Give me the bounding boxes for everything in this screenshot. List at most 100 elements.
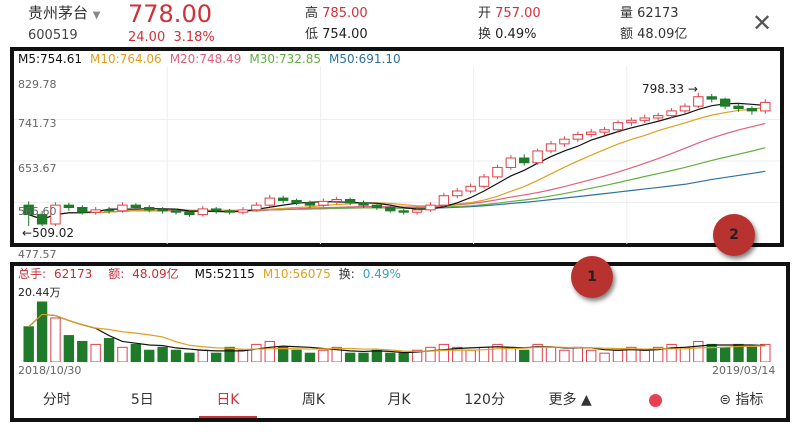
candle xyxy=(639,117,650,121)
y-tick: 653.67 xyxy=(18,162,57,175)
tab-more[interactable]: 更多 ▲ xyxy=(548,392,592,408)
y-tick: 565.60 xyxy=(18,205,57,218)
ma10-line xyxy=(28,106,766,220)
candle xyxy=(505,157,517,168)
volume-max-label: 20.44万 xyxy=(18,286,61,299)
candle xyxy=(599,129,610,133)
candle xyxy=(344,198,356,204)
volume-bar xyxy=(344,352,356,362)
volume-bar xyxy=(612,349,624,362)
volume-bar xyxy=(385,352,396,362)
volume-bar xyxy=(170,349,182,362)
candle xyxy=(679,105,691,112)
tab-weekly-k[interactable]: 周K xyxy=(301,392,326,408)
volume-bar xyxy=(23,326,34,362)
volume-bar xyxy=(586,349,597,362)
indicator-icon: ⊜ xyxy=(719,392,731,408)
volume-bar xyxy=(599,352,610,362)
candle xyxy=(425,204,436,211)
candle xyxy=(277,197,289,201)
candle xyxy=(545,143,557,152)
y-tick: 829.78 xyxy=(18,78,57,91)
volume-bar xyxy=(36,301,48,362)
candle xyxy=(304,202,316,206)
candle xyxy=(465,185,476,192)
candle xyxy=(411,209,423,213)
volume-bar xyxy=(304,352,316,362)
candle xyxy=(719,98,731,107)
candle xyxy=(438,195,450,206)
period-tabs: 分时 5日 日K 周K 月K 120分 更多 ▲ ⊜ 指标 xyxy=(14,384,784,418)
red-dot-icon xyxy=(649,393,663,407)
candle xyxy=(251,204,262,211)
x-start-label: 2018/10/30 xyxy=(18,364,82,377)
volume-bar xyxy=(291,349,302,362)
candle xyxy=(117,204,128,212)
vol-ma5-line xyxy=(28,313,766,354)
candle xyxy=(693,96,704,107)
stock-name-dropdown[interactable]: 贵州茅台 ▼ xyxy=(28,4,101,25)
volume-bar xyxy=(184,352,195,362)
candle xyxy=(36,214,48,225)
volume-chart[interactable] xyxy=(14,300,780,362)
last-price: 778.00 xyxy=(128,0,212,28)
candle xyxy=(626,119,637,124)
volume-bar xyxy=(679,346,691,362)
candle xyxy=(144,207,155,211)
candle xyxy=(224,210,235,213)
volume-bar xyxy=(519,349,530,362)
volume-bar xyxy=(211,352,222,362)
kline-frame xyxy=(10,47,784,247)
close-icon[interactable]: ✕ xyxy=(752,9,773,37)
candle xyxy=(157,209,168,212)
stock-code: 600519 xyxy=(28,28,78,43)
annotation-badge-1: 1 xyxy=(571,256,613,298)
turnover-stat: 换 0.49% xyxy=(478,27,537,42)
tab-indicators[interactable]: ⊜ 指标 xyxy=(719,392,764,408)
volume-bar xyxy=(358,352,369,362)
volume-bar xyxy=(144,349,155,362)
candle xyxy=(237,209,249,213)
volume-bar xyxy=(251,343,262,362)
price-change: 24.00 3.18% xyxy=(128,30,215,45)
candle xyxy=(398,210,409,213)
tab-5day[interactable]: 5日 xyxy=(130,392,154,408)
tab-intraday[interactable]: 分时 xyxy=(42,392,71,408)
candle xyxy=(559,138,570,145)
volume-bar xyxy=(318,349,329,362)
volume-bar xyxy=(746,346,758,362)
candle xyxy=(706,96,717,100)
volume-bar xyxy=(90,343,101,362)
tab-monthly-k[interactable]: 月K xyxy=(387,392,411,408)
ma50-line xyxy=(28,170,766,220)
volume-frame xyxy=(10,262,790,422)
candle xyxy=(264,197,275,206)
volume-bar xyxy=(639,349,650,362)
volume-bar xyxy=(197,349,208,362)
stock-name: 贵州茅台 xyxy=(28,4,89,22)
volume-bar xyxy=(666,343,677,362)
volume-bar xyxy=(117,346,128,362)
candle xyxy=(184,211,195,216)
volume-bar xyxy=(103,338,115,362)
candle xyxy=(63,204,75,209)
volume-bar xyxy=(572,346,583,362)
kline-chart[interactable] xyxy=(14,66,780,244)
volume-bar xyxy=(130,343,142,362)
volume-bar xyxy=(719,346,731,362)
candle xyxy=(77,207,88,213)
trough-label: ←509.02 xyxy=(22,226,75,240)
annotation-badge-2: 2 xyxy=(713,214,755,256)
record-dot-button[interactable] xyxy=(613,386,699,414)
candle xyxy=(586,131,597,135)
candle xyxy=(50,204,61,225)
volume-bar xyxy=(505,346,517,362)
volume-bar xyxy=(398,352,409,362)
candle xyxy=(652,115,664,119)
tab-daily-k[interactable]: 日K xyxy=(185,386,271,418)
tab-120min[interactable]: 120分 xyxy=(464,392,505,408)
volume-bar xyxy=(371,349,383,362)
ma-legend: M5:754.61 M10:764.06 M20:748.49 M30:732.85 M… xyxy=(18,52,401,66)
amount-stat: 额 48.09亿 xyxy=(620,27,688,42)
candle xyxy=(492,166,503,178)
